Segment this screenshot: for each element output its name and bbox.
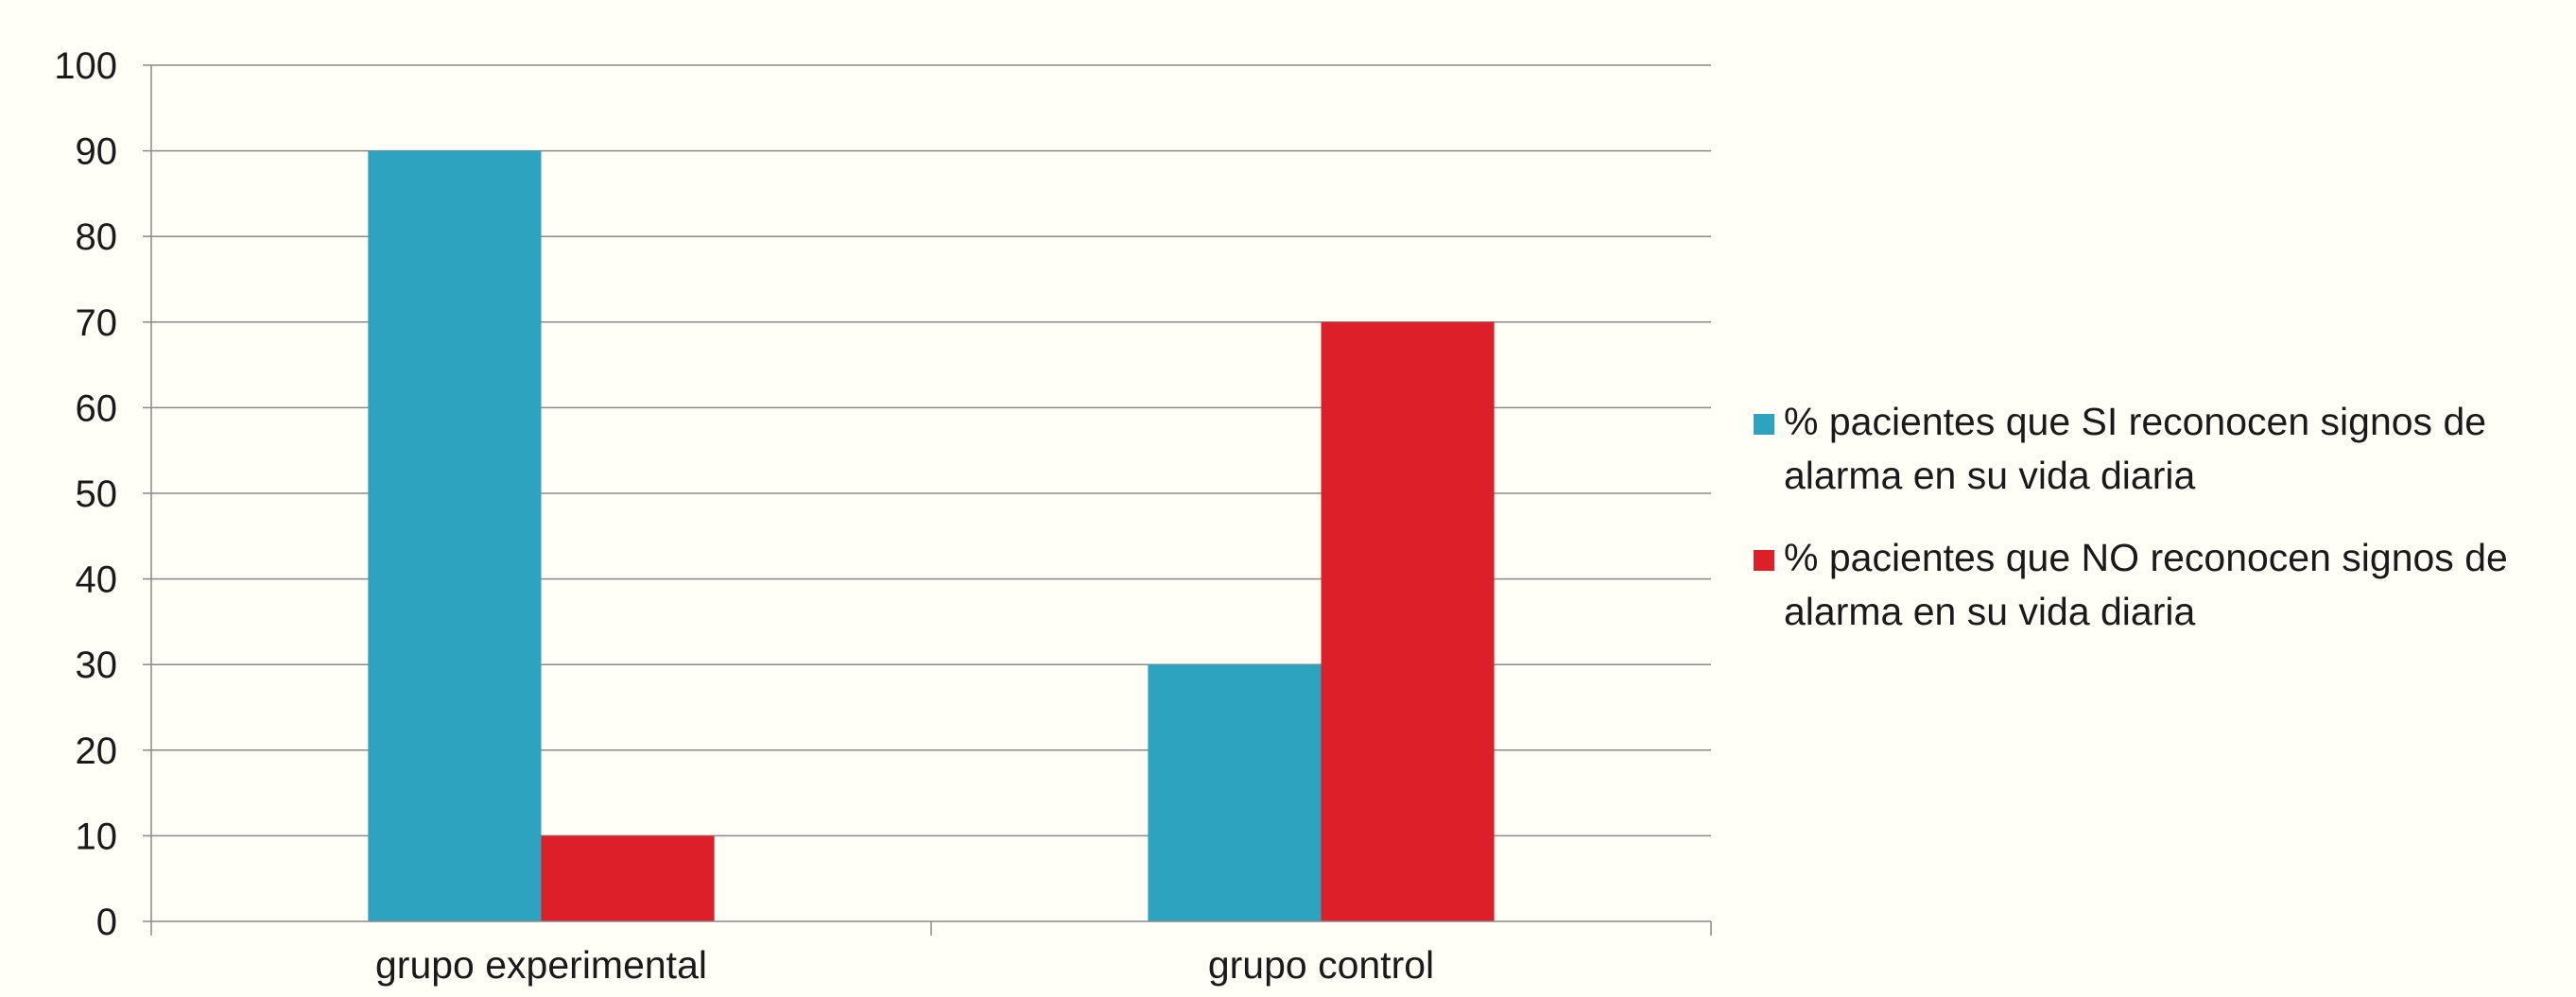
bar-no-1 [1321,321,1495,921]
y-tick-label-50: 50 [76,473,118,515]
y-tick-labels: 0 10 20 30 40 50 60 70 80 90 100 [54,45,117,943]
legend-swatch-no [1754,550,1774,571]
y-tick-label-70: 70 [76,302,118,344]
x-tick-labels: grupo experimental grupo control [375,943,1434,987]
bars [368,150,1495,922]
y-tick-label-60: 60 [76,387,118,429]
axes [143,64,1712,936]
bar-no-0 [541,835,715,921]
y-tick-label-30: 30 [76,645,118,686]
y-tick-label-10: 10 [76,816,118,857]
y-tick-label-40: 40 [76,559,118,601]
bar-si-0 [368,150,542,922]
legend-label-no: % pacientes que NO reconocen signos de a… [1784,536,2508,633]
y-tick-label-0: 0 [96,902,117,943]
x-tick-label-1: grupo control [1208,943,1434,987]
legend-item-si: % pacientes que SI reconocen signos de a… [1754,395,2567,503]
y-tick-label-90: 90 [76,131,118,173]
y-tick-label-100: 100 [54,45,117,87]
legend: % pacientes que SI reconocen signos de a… [1754,395,2567,667]
legend-item-no: % pacientes que NO reconocen signos de a… [1754,531,2567,639]
y-tick-label-20: 20 [76,731,118,772]
bar-si-1 [1148,664,1322,921]
y-tick-label-80: 80 [76,216,118,258]
legend-swatch-si [1754,414,1774,435]
x-tick-label-0: grupo experimental [375,943,707,987]
legend-label-si: % pacientes que SI reconocen signos de a… [1784,400,2487,497]
